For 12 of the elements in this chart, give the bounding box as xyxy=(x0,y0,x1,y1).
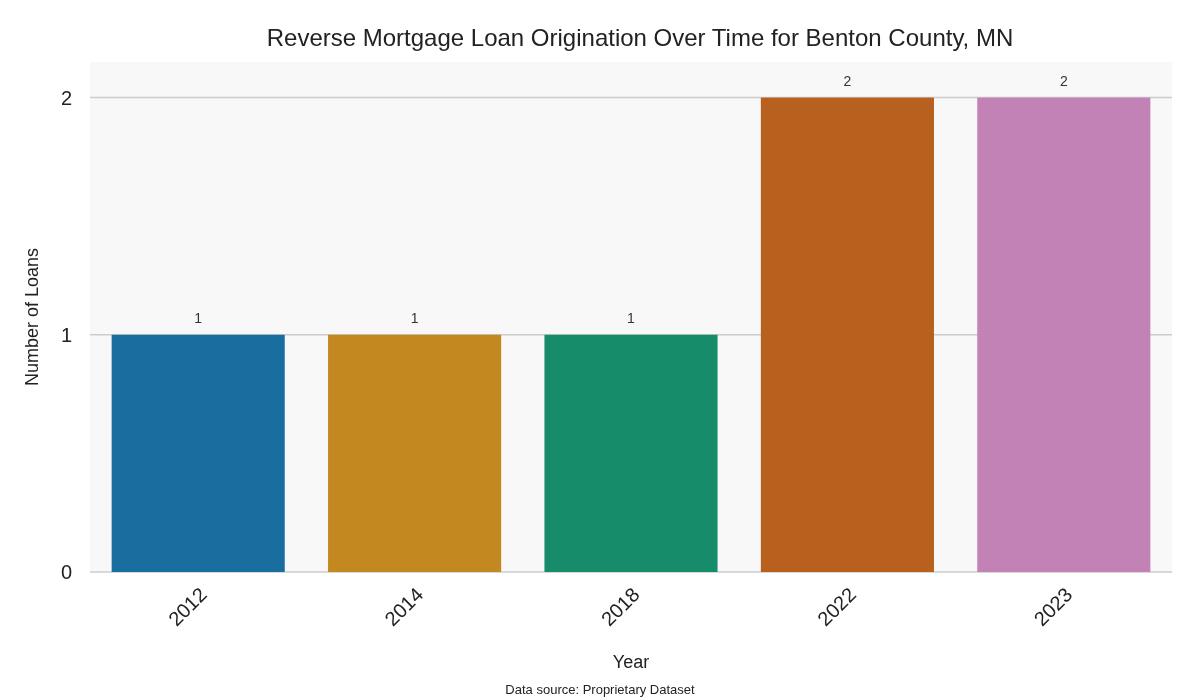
y-tick-label: 1 xyxy=(60,323,72,346)
data-label: 1 xyxy=(410,309,419,326)
y-tick-label: 2 xyxy=(60,86,72,109)
data-label: 2 xyxy=(843,72,852,89)
chart-title: Reverse Mortgage Loan Origination Over Time for Benton County, MN xyxy=(266,24,1014,51)
x-axis-title: Year xyxy=(612,652,650,672)
y-tick-label: 0 xyxy=(60,561,72,583)
y-axis-title: Number of Loans xyxy=(22,247,42,387)
data-label: 1 xyxy=(627,309,636,326)
data-label: 2 xyxy=(1059,72,1068,89)
data-label: 1 xyxy=(194,309,203,326)
source-note: Data source: Proprietary Dataset xyxy=(505,682,696,697)
